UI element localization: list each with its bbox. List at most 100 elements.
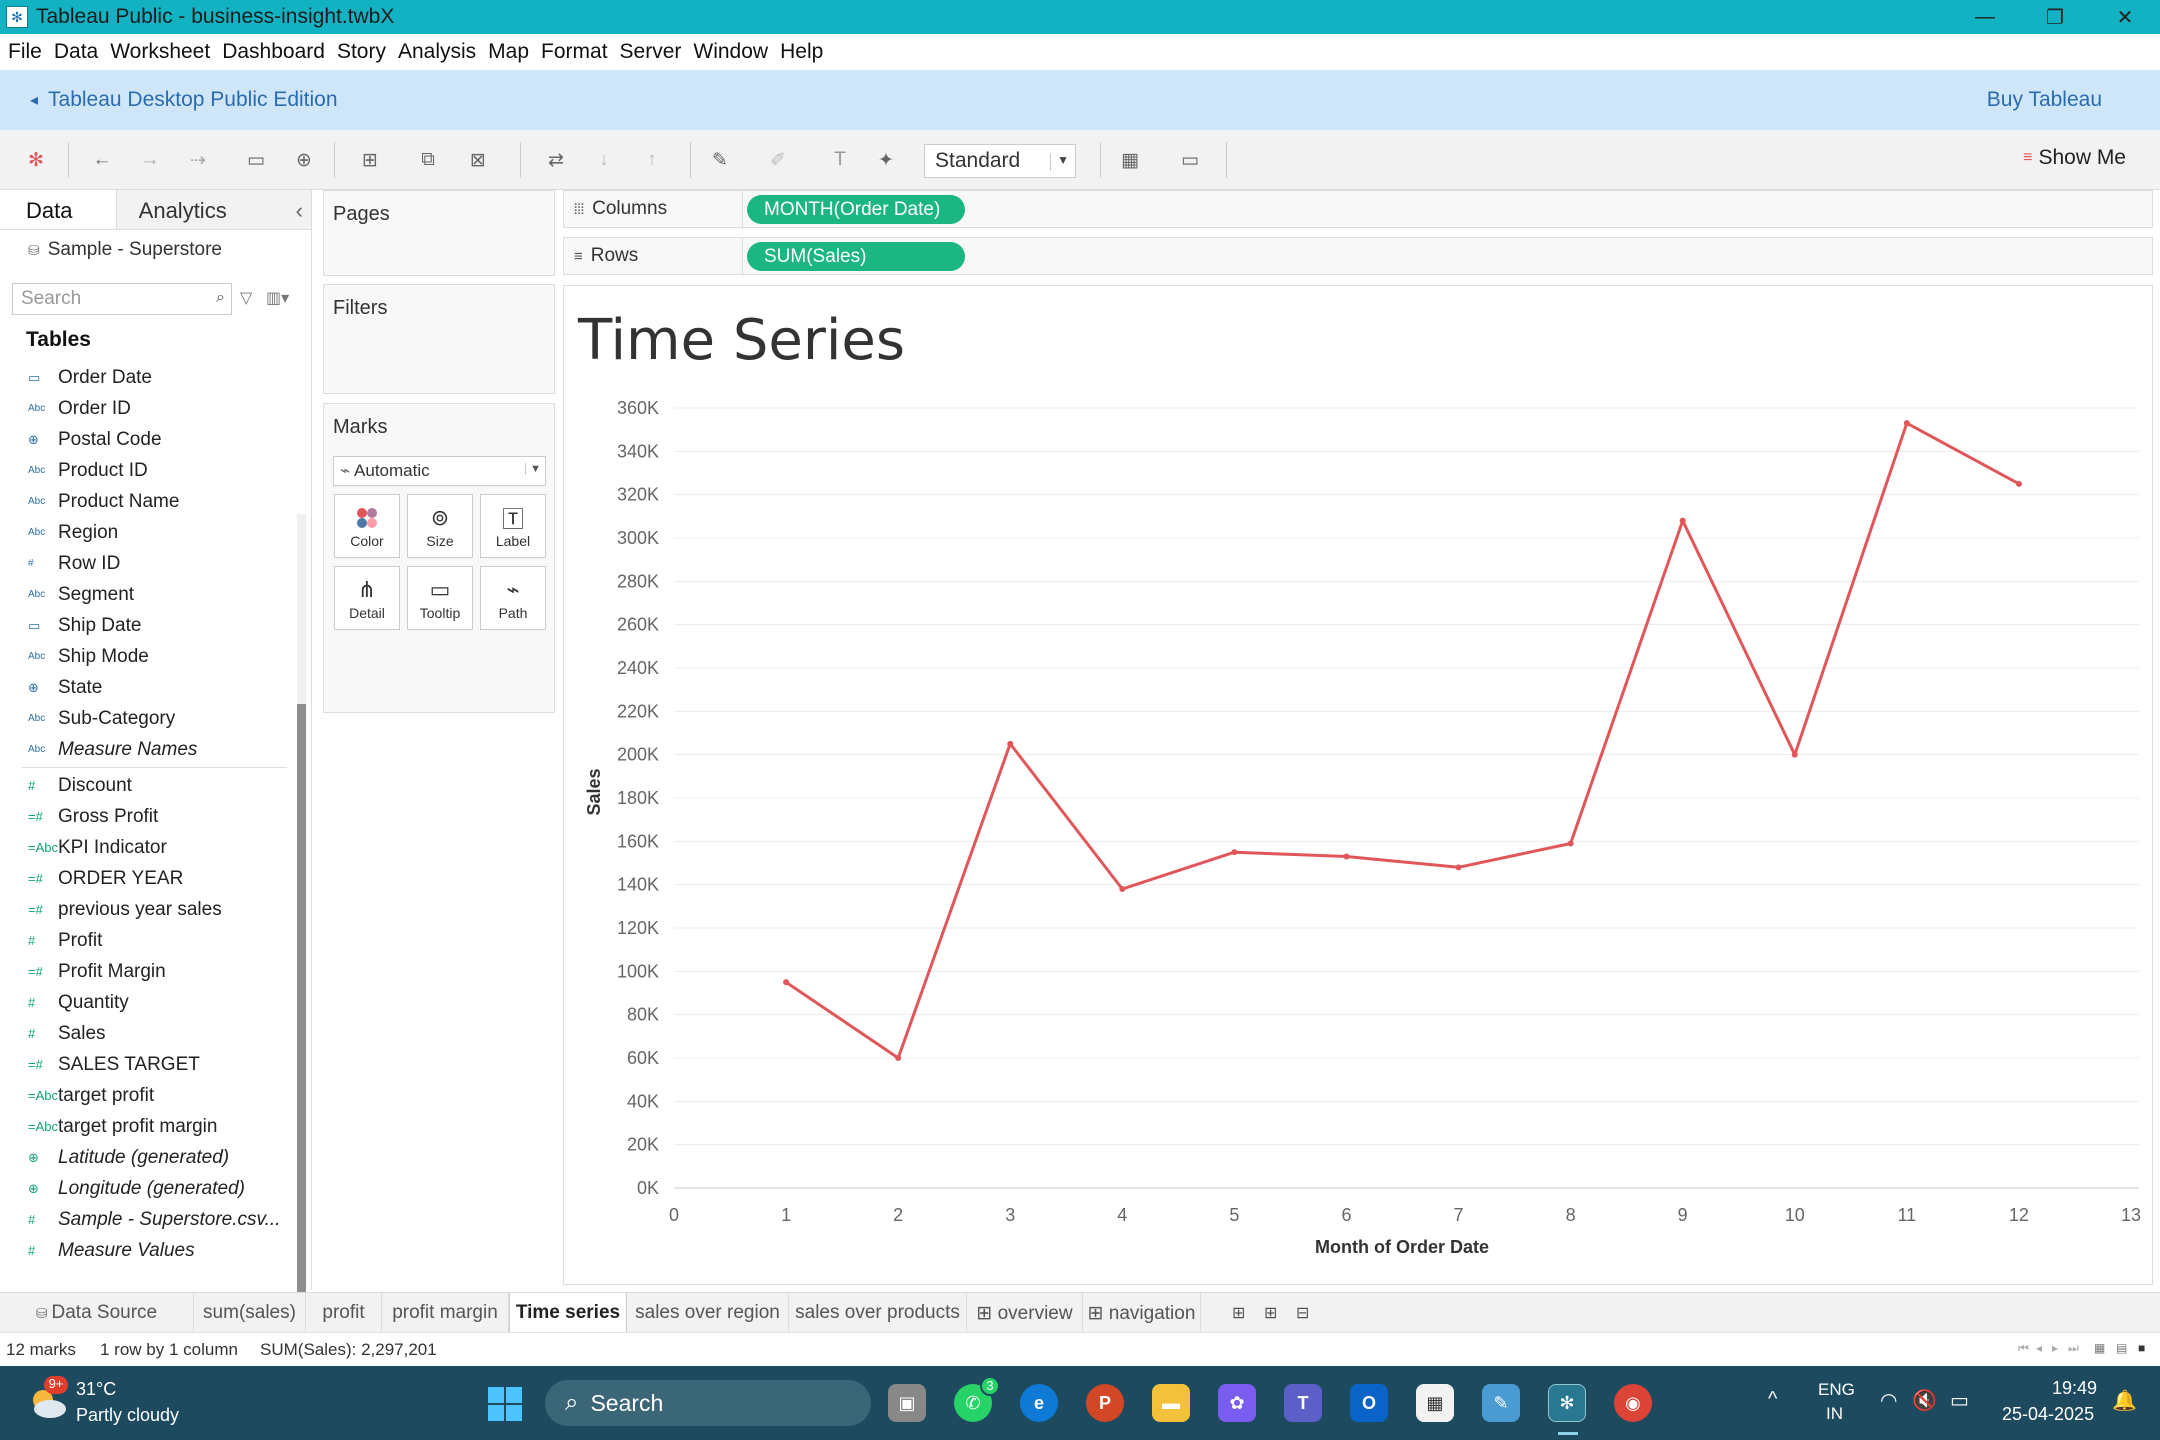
field-item[interactable]: # Row ID bbox=[0, 548, 290, 579]
size-button[interactable]: ⊚ Size bbox=[407, 494, 473, 558]
menu-server[interactable]: Server bbox=[619, 40, 682, 63]
pages-card[interactable]: Pages bbox=[323, 190, 555, 276]
mark-type-select[interactable]: ⌁ Automatic ▼ bbox=[333, 456, 546, 486]
presentation-icon[interactable]: ▭ bbox=[1181, 149, 1199, 171]
prev-page-icon[interactable]: ◂ bbox=[2036, 1341, 2043, 1355]
field-item[interactable]: =Abc target profit bbox=[0, 1080, 290, 1111]
menu-story[interactable]: Story bbox=[336, 40, 386, 63]
label-button[interactable]: 🅃 Label bbox=[480, 494, 546, 558]
sheet-tab-sum-sales-[interactable]: sum(sales) bbox=[194, 1293, 306, 1333]
redo-icon[interactable]: → bbox=[140, 149, 160, 170]
clock-date[interactable]: 25-04-2025 bbox=[2002, 1404, 2095, 1424]
menu-help[interactable]: Help bbox=[780, 40, 824, 63]
show-cards-icon[interactable]: ▦ bbox=[1121, 149, 1139, 171]
labels-icon[interactable]: T bbox=[834, 149, 846, 170]
group-icon[interactable]: ✐ bbox=[770, 149, 786, 171]
field-item[interactable]: =# previous year sales bbox=[0, 894, 290, 925]
menu-dashboard[interactable]: Dashboard bbox=[222, 40, 325, 63]
clear-sheet-icon[interactable]: ⊠ bbox=[470, 149, 486, 171]
show-me-button[interactable]: ≡ Show Me bbox=[2023, 146, 2126, 170]
field-item[interactable]: Abc Segment bbox=[0, 579, 290, 610]
teams-icon[interactable]: T bbox=[1284, 1384, 1322, 1422]
windows-start-icon[interactable] bbox=[487, 1386, 523, 1422]
sheet-tab-overview[interactable]: ⊞ overview bbox=[967, 1293, 1083, 1333]
tab-analytics[interactable]: Analytics ‹ bbox=[115, 190, 311, 229]
wifi-icon[interactable]: ◠ bbox=[1880, 1390, 1898, 1412]
tab-data[interactable]: Data bbox=[0, 190, 116, 229]
field-item[interactable]: ⊕ Latitude (generated) bbox=[0, 1142, 290, 1173]
field-item[interactable]: ▭ Order Date bbox=[0, 362, 290, 393]
minimize-button[interactable]: — bbox=[1975, 5, 1995, 28]
sheet-tab-profit[interactable]: profit bbox=[306, 1293, 382, 1333]
filmstrip-icon[interactable]: ▤ bbox=[2116, 1341, 2128, 1355]
new-datasource-icon[interactable]: ⊕ bbox=[296, 149, 312, 171]
field-list-scroll-thumb[interactable] bbox=[297, 704, 306, 1440]
sheet-tab-sales-over-region[interactable]: sales over region bbox=[627, 1293, 789, 1333]
menu-worksheet[interactable]: Worksheet bbox=[110, 40, 211, 63]
powerpoint-icon[interactable]: P bbox=[1086, 1384, 1124, 1422]
field-item[interactable]: Abc Sub-Category bbox=[0, 703, 290, 734]
fit-select[interactable]: Standard ▼ bbox=[924, 144, 1076, 178]
datasource-item[interactable]: ⛁ Sample - Superstore bbox=[0, 230, 311, 270]
menu-file[interactable]: File bbox=[8, 40, 42, 63]
tooltip-button[interactable]: ▭ Tooltip bbox=[407, 566, 473, 630]
task-view-icon[interactable]: ▣ bbox=[888, 1384, 926, 1422]
rows-pill[interactable]: SUM(Sales) bbox=[747, 242, 965, 271]
field-item[interactable]: # Quantity bbox=[0, 987, 290, 1018]
field-item[interactable]: # Sales bbox=[0, 1018, 290, 1049]
field-item[interactable]: ⊕ State bbox=[0, 672, 290, 703]
menu-window[interactable]: Window bbox=[693, 40, 769, 63]
tabs-view-icon[interactable]: ■ bbox=[2138, 1341, 2146, 1355]
menu-analysis[interactable]: Analysis bbox=[397, 40, 477, 63]
tableau-taskbar-icon[interactable]: ✻ bbox=[1548, 1384, 1586, 1422]
new-worksheet-icon[interactable]: ⊞ bbox=[362, 149, 378, 171]
first-page-icon[interactable]: ⏮ bbox=[2018, 1341, 2029, 1355]
next-page-icon[interactable]: ▸ bbox=[2052, 1341, 2059, 1355]
path-button[interactable]: ⌁ Path bbox=[480, 566, 546, 630]
filter-icon[interactable]: ▽ bbox=[240, 290, 253, 307]
undo-icon[interactable]: ← bbox=[92, 149, 112, 170]
field-item[interactable]: =Abc target profit margin bbox=[0, 1111, 290, 1142]
grid-view-icon[interactable]: ▦ bbox=[2094, 1341, 2106, 1355]
sheet-tab-time-series[interactable]: Time series bbox=[509, 1293, 627, 1333]
menu-format[interactable]: Format bbox=[541, 40, 608, 63]
field-search-input[interactable]: Search ⌕ bbox=[12, 283, 232, 315]
outlook-icon[interactable]: O bbox=[1350, 1384, 1388, 1422]
field-item[interactable]: Abc Ship Mode bbox=[0, 641, 290, 672]
highlight-icon[interactable]: ✎ bbox=[712, 149, 728, 171]
new-worksheet-icon[interactable]: ⊞ bbox=[1232, 1305, 1246, 1322]
columns-pill[interactable]: MONTH(Order Date) bbox=[747, 195, 965, 224]
battery-icon[interactable]: ▭ bbox=[1950, 1390, 1969, 1412]
field-item[interactable]: # Sample - Superstore.csv... bbox=[0, 1204, 290, 1235]
field-item[interactable]: Abc Product ID bbox=[0, 455, 290, 486]
collapse-pane-icon[interactable]: ‹ bbox=[295, 198, 303, 223]
field-item[interactable]: ⊕ Postal Code bbox=[0, 424, 290, 455]
detail-button[interactable]: ⋔ Detail bbox=[334, 566, 400, 630]
field-item[interactable]: Abc Order ID bbox=[0, 393, 290, 424]
volume-muted-icon[interactable]: 🔇 bbox=[1912, 1390, 1937, 1412]
close-button[interactable]: ✕ bbox=[2116, 6, 2134, 29]
field-item[interactable]: Abc Product Name bbox=[0, 486, 290, 517]
data-source-tab[interactable]: ⛁ Data Source bbox=[0, 1293, 194, 1333]
save-icon[interactable]: ▭ bbox=[247, 149, 265, 171]
sort-ascending-icon[interactable]: ↓ bbox=[599, 149, 609, 170]
edge-icon[interactable]: e bbox=[1020, 1384, 1058, 1422]
sort-descending-icon[interactable]: ↑ bbox=[647, 149, 657, 170]
copilot-icon[interactable]: ✿ bbox=[1218, 1384, 1256, 1422]
input-language[interactable]: ENG bbox=[1818, 1380, 1855, 1399]
microsoft-store-icon[interactable]: ▦ bbox=[1416, 1384, 1454, 1422]
field-item[interactable]: =# ORDER YEAR bbox=[0, 863, 290, 894]
view-options-icon[interactable]: ▥▾ bbox=[266, 290, 290, 307]
menu-map[interactable]: Map bbox=[488, 40, 530, 63]
columns-shelf[interactable]: ⦙⦙⦙ Columns MONTH(Order Date) bbox=[563, 190, 2153, 229]
buy-tableau-link[interactable]: Buy Tableau bbox=[1986, 88, 2102, 111]
filters-card[interactable]: Filters bbox=[323, 284, 555, 394]
rows-shelf[interactable]: ≡ Rows SUM(Sales) bbox=[563, 237, 2153, 276]
notifications-icon[interactable]: 🔔 bbox=[2112, 1390, 2137, 1412]
new-dashboard-icon[interactable]: ⊞ bbox=[1264, 1305, 1278, 1322]
weather-widget[interactable] bbox=[26, 1382, 68, 1422]
taskbar-search[interactable]: ⌕ Search bbox=[545, 1380, 871, 1426]
field-item[interactable]: Abc Region bbox=[0, 517, 290, 548]
field-item[interactable]: =# Profit Margin bbox=[0, 956, 290, 987]
restore-button[interactable]: ❐ bbox=[2046, 6, 2064, 29]
